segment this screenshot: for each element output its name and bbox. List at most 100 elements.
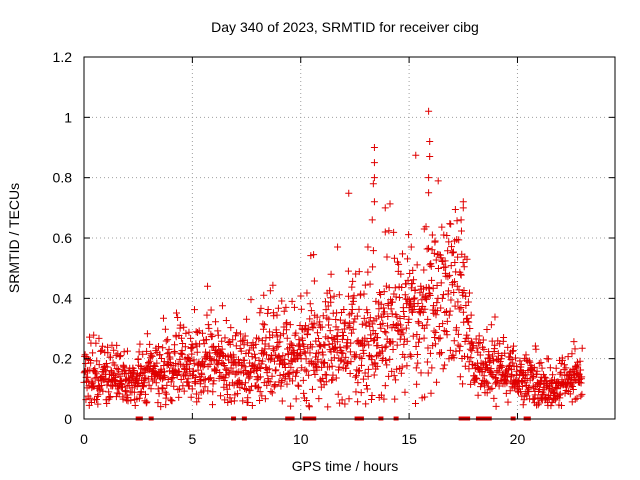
data-point xyxy=(363,385,371,393)
data-point xyxy=(380,304,388,312)
data-point xyxy=(339,331,347,339)
data-point xyxy=(535,399,543,407)
data-point xyxy=(459,259,467,267)
y-tick-label: 1 xyxy=(64,109,72,125)
data-point xyxy=(529,395,537,403)
data-point xyxy=(127,396,135,404)
data-point xyxy=(445,311,453,319)
axis-ticks xyxy=(83,56,615,420)
data-point xyxy=(318,323,326,331)
data-point xyxy=(519,401,527,409)
data-point xyxy=(375,289,383,297)
data-point xyxy=(260,291,268,299)
data-point xyxy=(372,352,380,360)
data-point xyxy=(389,298,397,306)
data-point xyxy=(332,374,340,382)
data-point xyxy=(259,357,267,365)
data-point xyxy=(578,390,586,398)
data-point xyxy=(206,360,214,368)
data-point xyxy=(199,329,207,337)
data-point xyxy=(306,315,314,323)
data-point xyxy=(293,367,301,375)
x-axis-label: GPS time / hours xyxy=(292,458,399,474)
data-point xyxy=(249,344,257,352)
data-point xyxy=(394,327,402,335)
data-point xyxy=(466,324,474,332)
data-point xyxy=(454,341,462,349)
data-point xyxy=(257,304,265,312)
data-point xyxy=(473,375,481,383)
data-point xyxy=(446,220,454,228)
data-point xyxy=(333,348,341,356)
data-point xyxy=(265,365,273,373)
data-point xyxy=(299,336,307,344)
data-point xyxy=(328,376,336,384)
data-point xyxy=(347,358,355,366)
data-point xyxy=(255,335,263,343)
data-points xyxy=(80,107,586,421)
data-point xyxy=(235,356,243,364)
data-point xyxy=(359,346,367,354)
data-point xyxy=(571,395,579,403)
data-point xyxy=(577,392,585,400)
data-point xyxy=(171,349,179,357)
data-point xyxy=(162,394,170,402)
data-point xyxy=(346,348,354,356)
data-point xyxy=(116,353,124,361)
data-point xyxy=(401,388,409,396)
data-point xyxy=(491,374,499,382)
data-point xyxy=(384,322,392,330)
data-point xyxy=(273,333,281,341)
data-point xyxy=(230,381,238,389)
data-point xyxy=(93,357,101,365)
data-point xyxy=(369,247,377,255)
data-point xyxy=(143,347,151,355)
data-point xyxy=(491,341,499,349)
data-point xyxy=(163,390,171,398)
data-point xyxy=(502,389,510,397)
data-point xyxy=(187,344,195,352)
data-point xyxy=(95,361,103,369)
data-point xyxy=(377,391,385,399)
data-point xyxy=(414,318,422,326)
data-point xyxy=(511,354,519,362)
data-point xyxy=(426,137,434,145)
data-point xyxy=(233,369,241,377)
data-point xyxy=(389,346,397,354)
data-point xyxy=(162,337,170,345)
data-point xyxy=(182,329,190,337)
data-point xyxy=(247,296,255,304)
data-point xyxy=(273,311,281,319)
data-point xyxy=(170,347,178,355)
data-point xyxy=(409,266,417,274)
data-point xyxy=(433,299,441,307)
data-point xyxy=(82,360,90,368)
data-point xyxy=(480,372,488,380)
data-point xyxy=(233,329,241,337)
data-point xyxy=(247,368,255,376)
data-point xyxy=(537,359,545,367)
data-point xyxy=(175,368,183,376)
data-point xyxy=(393,365,401,373)
data-point xyxy=(275,352,283,360)
data-point xyxy=(526,358,534,366)
data-point xyxy=(571,345,579,353)
data-point xyxy=(186,357,194,365)
data-point xyxy=(195,394,203,402)
data-point xyxy=(92,370,100,378)
data-point xyxy=(154,399,162,407)
data-point xyxy=(507,372,515,380)
data-point xyxy=(348,305,356,313)
data-point xyxy=(141,390,149,398)
data-point xyxy=(137,388,145,396)
data-point xyxy=(117,352,125,360)
data-point xyxy=(415,319,423,327)
data-point xyxy=(229,336,237,344)
data-point xyxy=(446,271,454,279)
data-point xyxy=(217,392,225,400)
data-point xyxy=(136,340,144,348)
data-point xyxy=(373,362,381,370)
data-point xyxy=(155,390,163,398)
data-point xyxy=(146,340,154,348)
data-point xyxy=(319,351,327,359)
